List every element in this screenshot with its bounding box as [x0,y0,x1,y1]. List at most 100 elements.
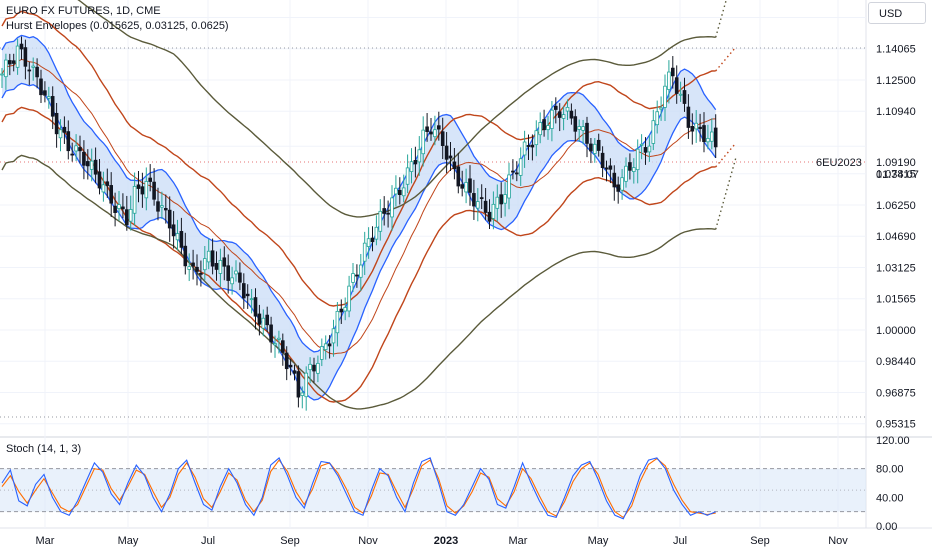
candle-body [632,167,636,172]
candle-body [557,111,562,118]
mid-lower-projection [715,142,737,168]
candle-body [78,147,82,152]
candle-body [390,197,394,218]
time-axis[interactable]: Mar May Jul Sep Nov 2023 Mar May Jul Sep Nov [36,535,849,547]
candle-body [511,170,515,173]
candle-body [503,194,507,204]
candle-body [659,107,663,110]
stoch-axis[interactable]: 120.00 80.00 40.00 0.00 [876,435,910,533]
candle-body [577,126,581,130]
candle-body [713,127,718,148]
candle-body [472,193,476,207]
candle-body [66,131,71,152]
candle-body [651,120,656,144]
candle-body [113,205,117,213]
time-tick: Jul [201,535,215,547]
candle-body [464,182,468,193]
stoch-tick: 0.00 [876,521,897,533]
candle-body [343,307,347,312]
candle-body [460,184,464,189]
candle-body [475,201,480,209]
candle-body [702,125,706,143]
candle-body [210,250,215,267]
candle-body [89,160,94,170]
candle-body [4,59,8,78]
candle-body [421,129,425,155]
outer-envelope-upper [77,0,716,218]
candle-body [167,209,172,229]
candle-body [647,145,652,153]
stoch-tick: 80.00 [876,464,904,476]
candle-body [596,139,601,151]
candle-body [101,184,106,193]
mid-envelope-center [1,58,716,355]
candle-body [19,43,24,50]
currency-button[interactable]: USD [868,2,926,24]
candle-body [358,264,363,278]
grid-lines [0,0,866,528]
candle-body [117,204,121,210]
candle-body [433,129,437,138]
candle-body [277,337,281,340]
candle-body [253,297,258,317]
time-tick: May [118,535,139,547]
price-tick: 1.06250 [876,200,916,212]
candle-body [690,126,695,132]
candle-body [70,153,75,156]
price-axis[interactable]: 1.156251.140651.125001.109401.078151.062… [876,13,916,431]
price-tick: 0.96875 [876,388,916,400]
candle-body [678,93,683,96]
price-tick: 1.03125 [876,263,916,275]
candle-body [82,151,86,166]
price-tick: 1.10940 [876,106,916,118]
candle-body [550,109,554,129]
candle-body [50,96,55,117]
outer-envelope-lower [1,154,716,410]
candle-body [479,197,484,200]
candle-body [620,177,624,191]
candle-body [74,145,78,152]
candle-body [331,328,336,344]
price-tick: 1.07815 [876,169,916,181]
candle-body [554,105,558,110]
price-tick: 1.01565 [876,294,916,306]
time-tick: Sep [280,535,300,547]
time-tick: 2023 [434,535,458,547]
candle-body [561,114,566,119]
time-tick: May [588,535,609,547]
candle-body [308,363,312,371]
candle-body [487,211,492,222]
candle-body [491,203,496,219]
candle-body [175,233,180,241]
candle-body [436,125,441,130]
candle-body [152,181,156,200]
candle-body [339,308,344,313]
price-tick: 1.00000 [876,325,916,337]
mid-envelope-upper [1,10,716,307]
candle-body [624,165,628,182]
candle-body [179,231,184,248]
candle-body [608,165,613,170]
candle-body [456,166,461,187]
price-tick: 1.04690 [876,231,916,243]
candle-body [394,187,398,195]
stoch-tick: 40.00 [876,492,904,504]
candle-body [655,111,659,126]
candle-body [245,293,250,297]
candle-body [140,186,145,195]
candle-body [319,346,324,360]
candle-body [499,194,503,205]
candle-body [674,77,679,94]
time-tick: Sep [750,535,770,547]
inner-band-fill [2,35,716,400]
candle-body [413,159,418,165]
candle-body [226,265,231,281]
candle-body [378,210,383,232]
candle-body [370,237,375,243]
candle-body [573,116,578,132]
candle-body [569,110,574,119]
candle-body [686,106,691,128]
candle-body [546,125,550,131]
time-tick: Jul [673,535,687,547]
